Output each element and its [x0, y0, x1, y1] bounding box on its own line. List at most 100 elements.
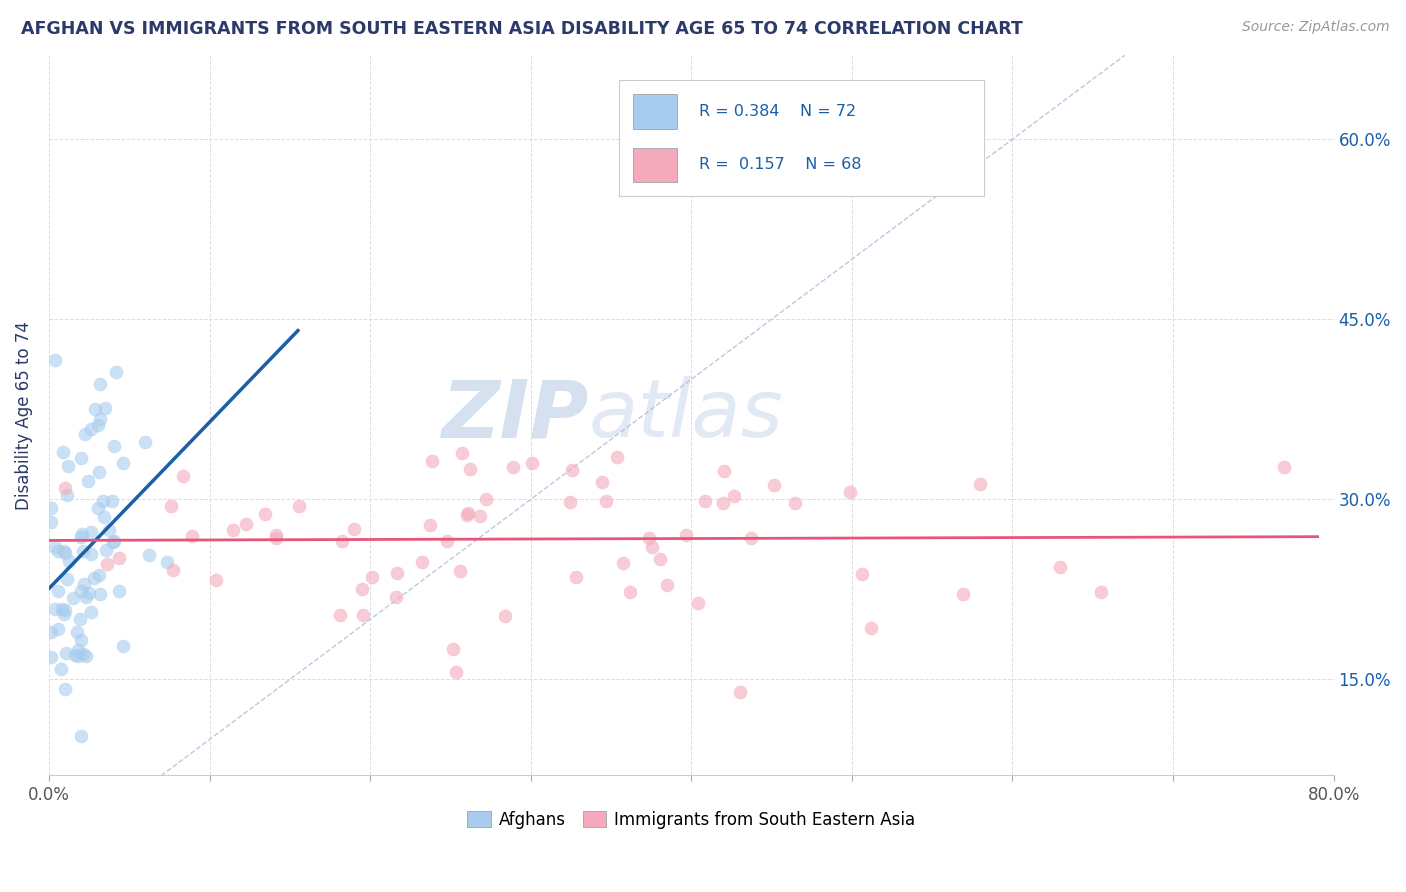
Point: [70, 451, 93, 466]
Point: [56, 572, 79, 586]
Point: [52, 544, 75, 558]
Point: [134, 435, 156, 450]
Point: [457, 506, 479, 520]
Point: [253, 508, 276, 522]
Point: [46, 622, 69, 636]
Point: [51, 602, 73, 616]
Point: [785, 496, 807, 510]
Point: [619, 585, 641, 599]
Point: [70, 633, 93, 648]
Point: [98, 523, 121, 537]
Point: [1090, 585, 1112, 599]
Point: [1049, 559, 1071, 574]
Point: [100, 493, 122, 508]
Point: [595, 494, 617, 508]
Point: [39, 625, 62, 640]
Point: [160, 499, 183, 513]
Point: [693, 493, 716, 508]
Point: [56, 488, 79, 502]
Point: [66, 648, 89, 663]
Point: [638, 531, 661, 545]
Point: [80, 422, 103, 436]
Point: [520, 456, 543, 470]
Point: [138, 548, 160, 562]
Point: [156, 555, 179, 569]
Point: [688, 596, 710, 610]
Point: [94, 542, 117, 557]
Point: [108, 551, 131, 566]
Point: [655, 578, 678, 592]
Point: [728, 685, 751, 699]
Point: [79, 547, 101, 561]
Point: [69, 530, 91, 544]
Point: [561, 463, 583, 477]
Point: [89, 377, 111, 392]
Point: [612, 557, 634, 571]
Point: [53, 546, 76, 560]
Point: [75, 590, 97, 604]
Point: [44, 353, 66, 368]
Text: atlas: atlas: [589, 376, 783, 454]
Point: [385, 566, 408, 580]
Point: [204, 573, 226, 587]
Point: [103, 439, 125, 453]
Y-axis label: Disability Age 65 to 74: Disability Age 65 to 74: [15, 321, 32, 509]
Point: [93, 401, 115, 416]
Text: R =  0.157    N = 68: R = 0.157 N = 68: [699, 157, 862, 172]
Text: Source: ZipAtlas.com: Source: ZipAtlas.com: [1241, 20, 1389, 34]
Point: [565, 570, 588, 584]
Point: [46, 543, 69, 558]
Point: [449, 564, 471, 578]
Point: [56, 458, 79, 473]
Point: [350, 582, 373, 597]
Point: [62, 591, 84, 605]
Point: [103, 533, 125, 548]
Text: ZIP: ZIP: [441, 376, 589, 454]
Point: [502, 460, 524, 475]
Point: [77, 474, 100, 488]
Point: [39, 500, 62, 515]
FancyBboxPatch shape: [633, 95, 678, 129]
Point: [640, 540, 662, 554]
Point: [723, 489, 745, 503]
Point: [441, 642, 464, 657]
Point: [89, 587, 111, 601]
Point: [264, 531, 287, 545]
Point: [69, 584, 91, 599]
Point: [235, 516, 257, 531]
Point: [63, 648, 86, 662]
Point: [72, 647, 94, 661]
Point: [93, 509, 115, 524]
Point: [450, 446, 472, 460]
Legend: Afghans, Immigrants from South Eastern Asia: Afghans, Immigrants from South Eastern A…: [461, 805, 922, 836]
Point: [55, 646, 77, 660]
Point: [460, 462, 482, 476]
Point: [77, 585, 100, 599]
Point: [181, 529, 204, 543]
Point: [675, 528, 697, 542]
Point: [558, 495, 581, 509]
Point: [419, 518, 441, 533]
Point: [80, 525, 103, 540]
Point: [87, 417, 110, 432]
Point: [860, 621, 883, 635]
Point: [44, 540, 66, 554]
Point: [494, 609, 516, 624]
Point: [87, 465, 110, 479]
Point: [58, 554, 80, 568]
Point: [468, 509, 491, 524]
Point: [83, 571, 105, 585]
Point: [89, 412, 111, 426]
Point: [475, 492, 498, 507]
Point: [111, 456, 134, 470]
Point: [66, 643, 89, 657]
Point: [436, 533, 458, 548]
Point: [969, 476, 991, 491]
Point: [606, 450, 628, 464]
Point: [75, 426, 97, 441]
FancyBboxPatch shape: [633, 147, 678, 182]
Point: [330, 533, 353, 548]
Point: [83, 401, 105, 416]
Point: [839, 484, 862, 499]
Point: [763, 478, 786, 492]
